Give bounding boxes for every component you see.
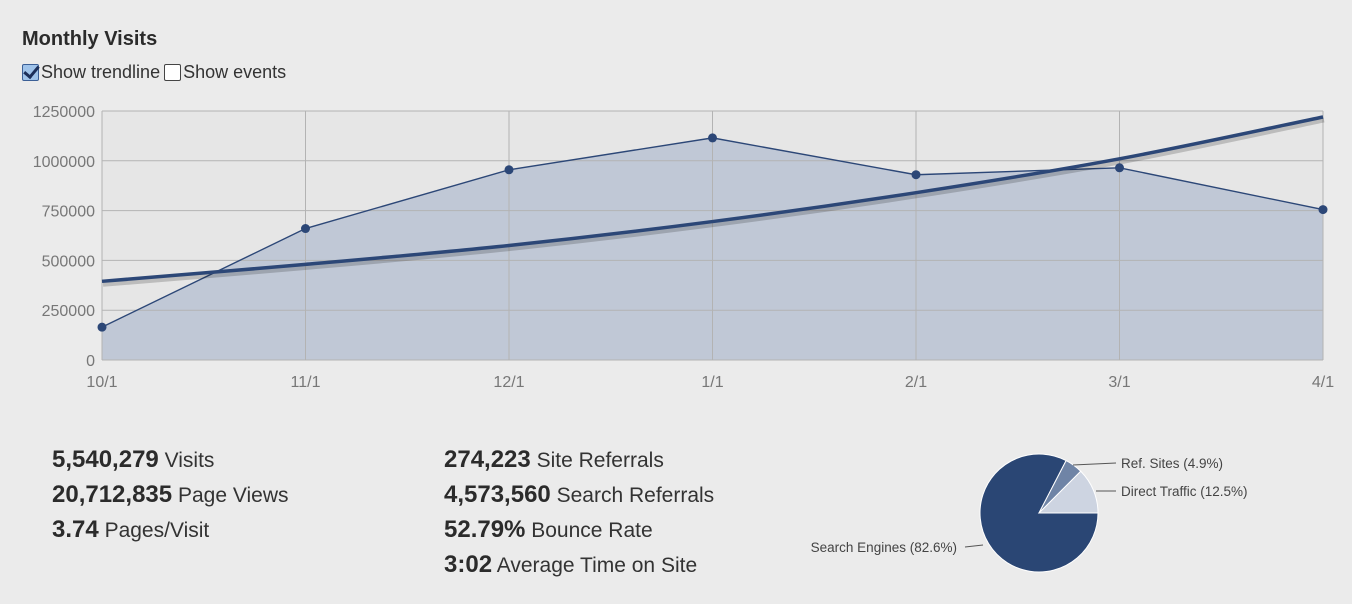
- chart-options: Show trendline Show events: [22, 62, 290, 83]
- x-tick-label: 3/1: [1108, 374, 1130, 391]
- stat-page-views-label: Page Views: [177, 484, 289, 507]
- pie-slice: [979, 453, 1099, 573]
- stat-search-referrals-value: 4,573,560: [444, 481, 551, 508]
- pie-label: Search Engines (82.6%): [811, 540, 957, 555]
- y-tick-label: 1250000: [33, 104, 95, 121]
- show-events-toggle[interactable]: Show events: [164, 62, 286, 83]
- data-point: [708, 133, 717, 143]
- y-tick-label: 250000: [42, 303, 95, 320]
- data-point: [97, 322, 107, 332]
- stat-pages-per-visit: 3.74 Pages/Visit: [52, 516, 209, 544]
- stat-search-referrals: 4,573,560 Search Referrals: [444, 481, 714, 509]
- data-point: [911, 170, 921, 180]
- pie-slice: [1038, 459, 1082, 514]
- y-tick-label: 750000: [42, 204, 95, 221]
- stat-bounce-rate-label: Bounce Rate: [531, 519, 653, 542]
- stat-pages-per-visit-value: 3.74: [52, 516, 99, 543]
- y-tick-label: 0: [86, 353, 95, 370]
- stat-bounce-rate: 52.79% Bounce Rate: [444, 516, 653, 544]
- x-tick-label: 11/1: [291, 374, 321, 391]
- show-events-checkbox[interactable]: [164, 64, 182, 81]
- stat-avg-time-label: Average Time on Site: [496, 554, 698, 577]
- stat-visits-value: 5,540,279: [52, 446, 159, 473]
- x-tick-label: 4/1: [1312, 374, 1334, 391]
- show-trendline-toggle[interactable]: Show trendline: [22, 62, 160, 83]
- stat-site-referrals-label: Site Referrals: [536, 449, 664, 472]
- x-tick-label: 12/1: [493, 374, 524, 391]
- stat-pages-per-visit-label: Pages/Visit: [104, 519, 210, 542]
- stat-site-referrals: 274,223 Site Referrals: [444, 446, 664, 474]
- stat-avg-time-value: 3:02: [444, 551, 493, 578]
- x-tick-label: 2/1: [905, 374, 927, 391]
- x-tick-label: 1/1: [701, 374, 723, 391]
- monthly-visits-chart: 0 250000 500000 750000 1000000 1250000 10/1 11/…: [33, 104, 1335, 391]
- data-point: [504, 165, 514, 175]
- stat-site-referrals-value: 274,223: [444, 446, 531, 473]
- show-events-label: Show events: [183, 62, 287, 82]
- chart-title: Monthly Visits: [22, 28, 158, 50]
- stat-visits: 5,540,279 Visits: [52, 446, 214, 474]
- show-trendline-checkbox[interactable]: [22, 64, 39, 81]
- stat-page-views: 20,712,835 Page Views: [52, 481, 289, 509]
- y-tick-label: 1000000: [33, 154, 95, 171]
- trendline-shadow: [102, 117, 1325, 287]
- show-trendline-label: Show trendline: [41, 62, 161, 82]
- data-point: [1115, 163, 1124, 173]
- pie-leader-line: [964, 544, 984, 548]
- stat-bounce-rate-value: 52.79%: [444, 516, 526, 543]
- pie-label: Direct Traffic (12.5%): [1121, 484, 1248, 499]
- y-tick-label: 500000: [42, 253, 95, 270]
- stat-page-views-value: 20,712,835: [52, 481, 173, 508]
- pie-slice: [1037, 470, 1099, 514]
- data-point: [1318, 205, 1328, 215]
- data-point: [301, 224, 310, 234]
- pie-leader-line: [1072, 462, 1117, 466]
- trendline: [101, 115, 1324, 284]
- x-tick-label: 10/1: [86, 374, 117, 391]
- pie-label: Ref. Sites (4.9%): [1121, 456, 1223, 471]
- stat-search-referrals-label: Search Referrals: [556, 484, 715, 507]
- stat-visits-label: Visits: [164, 449, 215, 472]
- stat-avg-time: 3:02 Average Time on Site: [444, 551, 697, 579]
